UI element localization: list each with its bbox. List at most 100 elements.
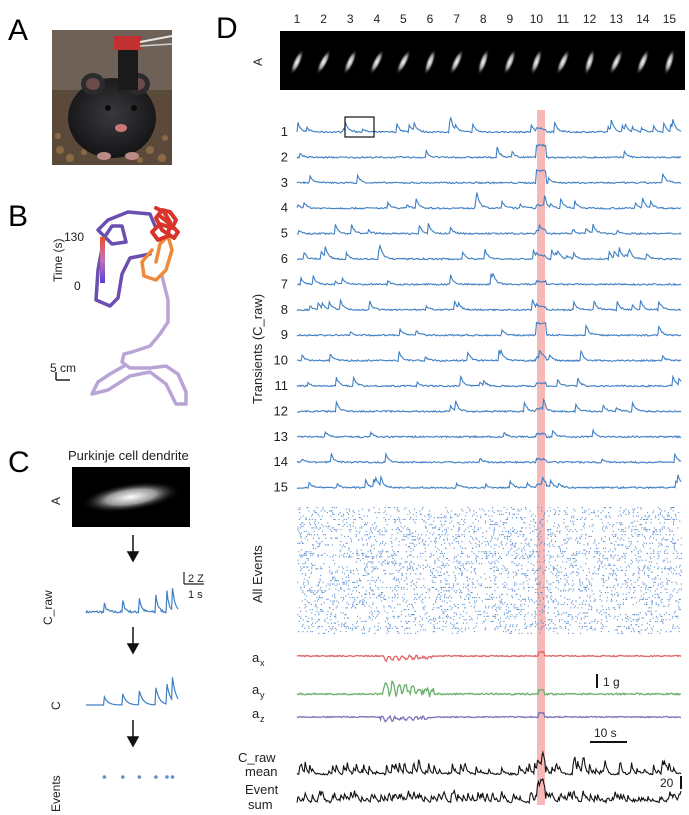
event-tick (633, 549, 635, 551)
event-tick (611, 573, 613, 575)
event-tick (441, 530, 443, 532)
event-tick (319, 610, 321, 612)
event-tick (617, 569, 619, 571)
event-tick (505, 544, 507, 546)
event-tick (405, 602, 407, 604)
trace-label: 2 (281, 149, 288, 164)
event-tick (438, 529, 440, 531)
event-tick (326, 614, 328, 616)
event-tick (564, 612, 566, 614)
event-tick (537, 588, 539, 590)
event-tick (612, 551, 614, 553)
event-tick (342, 525, 344, 527)
event-tick (314, 600, 316, 602)
event-tick (646, 603, 648, 605)
event-tick (527, 556, 529, 558)
event-tick (619, 539, 621, 541)
event-tick (521, 551, 523, 553)
event-tick (388, 597, 390, 599)
event-tick (306, 566, 308, 568)
event-tick (459, 629, 461, 631)
event-tick (675, 558, 677, 560)
event-tick (643, 535, 645, 537)
event-tick (676, 592, 678, 594)
cell-number: 15 (663, 12, 677, 26)
event-tick (620, 507, 622, 509)
event-tick (529, 624, 531, 626)
event-tick (337, 580, 339, 582)
event-tick (624, 561, 626, 563)
event-tick (350, 569, 352, 571)
event-tick (409, 564, 411, 566)
event-tick (405, 544, 407, 546)
event-tick (462, 622, 464, 624)
event-tick (621, 537, 623, 539)
event-tick (498, 605, 500, 607)
event-tick (581, 534, 583, 536)
event-tick (308, 510, 310, 512)
event-tick (666, 592, 668, 594)
event-tick (349, 537, 351, 539)
event-tick (370, 607, 372, 609)
event-tick (605, 525, 607, 527)
event-tick (592, 573, 594, 575)
event-tick (660, 600, 662, 602)
event-tick (600, 631, 602, 633)
event-tick (521, 549, 523, 551)
event-tick (307, 566, 309, 568)
event-tick (469, 595, 471, 597)
event-tick (557, 507, 559, 509)
event-tick (326, 512, 328, 514)
event-tick (523, 581, 525, 583)
event-tick (356, 551, 358, 553)
event-tick (402, 539, 404, 541)
event-tick (309, 602, 311, 604)
event-tick (378, 612, 380, 614)
event-tick (646, 614, 648, 616)
event-tick (548, 542, 550, 544)
event-tick (332, 602, 334, 604)
event-tick (570, 573, 572, 575)
event-tick (444, 609, 446, 611)
event-tick (572, 566, 574, 568)
event-tick (302, 592, 304, 594)
event-tick (634, 581, 636, 583)
event-tick (614, 535, 616, 537)
event-tick (667, 605, 669, 607)
event-tick (633, 573, 635, 575)
event-tick (583, 544, 585, 546)
event-tick (671, 595, 673, 597)
event-tick (657, 631, 659, 633)
event-tick (460, 569, 462, 571)
event-tick (649, 542, 651, 544)
event-tick (612, 569, 614, 571)
event-tick (672, 624, 674, 626)
event-tick (588, 622, 590, 624)
event-tick (590, 512, 592, 514)
event-tick (583, 586, 585, 588)
event-tick (584, 626, 586, 628)
event-tick (675, 573, 677, 575)
event-tick (593, 600, 595, 602)
event-tick (441, 629, 443, 631)
event-tick (588, 535, 590, 537)
event-tick (521, 527, 523, 529)
event-tick (667, 573, 669, 575)
event-tick (494, 580, 496, 582)
event-tick (392, 573, 394, 575)
event-tick (553, 568, 555, 570)
event-tick (546, 520, 548, 522)
event-tick (437, 517, 439, 519)
event-tick (526, 575, 528, 577)
event-tick (667, 515, 669, 517)
event-tick (415, 518, 417, 520)
event-tick (310, 563, 312, 565)
event-tick (575, 620, 577, 622)
event-tick (339, 551, 341, 553)
event-tick (531, 569, 533, 571)
event-tick (376, 610, 378, 612)
event-tick (440, 524, 442, 526)
event-tick (651, 578, 653, 580)
event-tick (311, 515, 313, 517)
event-tick (481, 551, 483, 553)
